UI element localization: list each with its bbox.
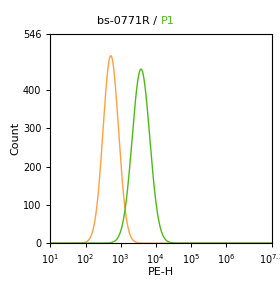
Text: bs-0771R /: bs-0771R /: [97, 16, 161, 26]
Text: P1: P1: [161, 16, 175, 26]
X-axis label: PE-H: PE-H: [148, 267, 174, 277]
Y-axis label: Count: Count: [10, 122, 20, 155]
